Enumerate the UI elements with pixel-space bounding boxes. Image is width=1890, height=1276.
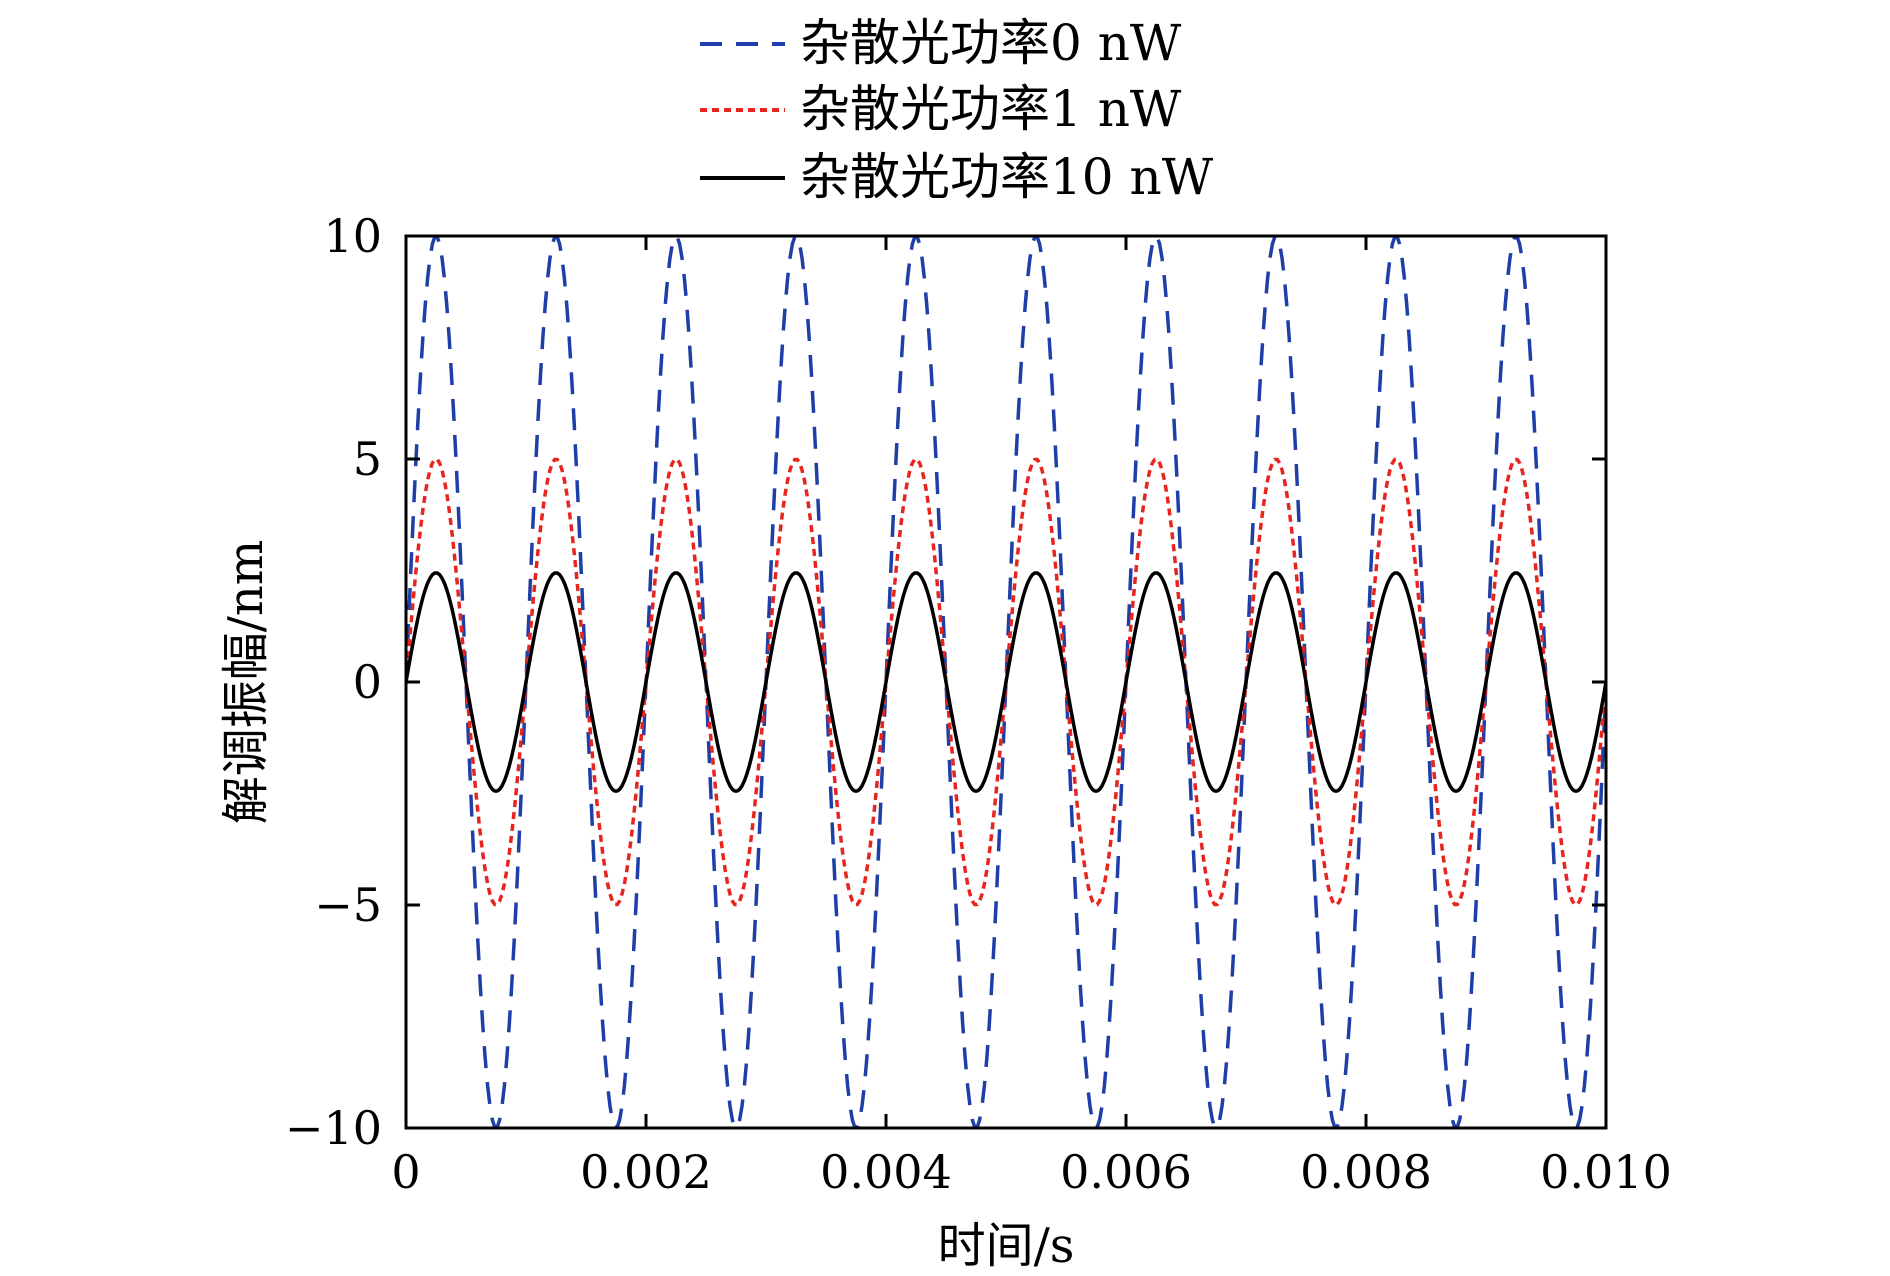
y-axis-title: 解调振幅/nm xyxy=(218,540,274,825)
x-tick-label-4: 0.008 xyxy=(1300,1145,1432,1199)
axis-tick-labels: 0 0.002 0.004 0.006 0.008 0.010 10 5 0 −5 −10 xyxy=(285,209,1672,1199)
legend-label-series-2: 杂散光功率10 nW xyxy=(800,148,1214,206)
axis-ticks xyxy=(404,234,1608,1130)
y-tick-label-0: 10 xyxy=(323,209,382,263)
x-tick-label-5: 0.010 xyxy=(1540,1145,1672,1199)
x-tick-label-3: 0.006 xyxy=(1060,1145,1192,1199)
x-axis-title: 时间/s xyxy=(938,1218,1075,1274)
y-tick-label-4: −10 xyxy=(285,1101,382,1155)
x-tick-label-0: 0 xyxy=(391,1145,420,1199)
legend-label-series-0: 杂散光功率0 nW xyxy=(800,14,1182,72)
x-tick-label-2: 0.004 xyxy=(820,1145,952,1199)
y-tick-label-3: −5 xyxy=(314,878,382,932)
y-tick-label-2: 0 xyxy=(353,655,382,709)
series-line-2 xyxy=(406,571,1606,793)
legend: 杂散光功率0 nW 杂散光功率1 nW 杂散光功率10 nW xyxy=(700,14,1214,206)
legend-label-series-1: 杂散光功率1 nW xyxy=(800,80,1182,138)
y-tick-label-1: 5 xyxy=(353,432,382,486)
series-line-0 xyxy=(406,236,1606,1128)
x-tick-label-1: 0.002 xyxy=(580,1145,712,1199)
plot-area xyxy=(406,236,1606,1128)
